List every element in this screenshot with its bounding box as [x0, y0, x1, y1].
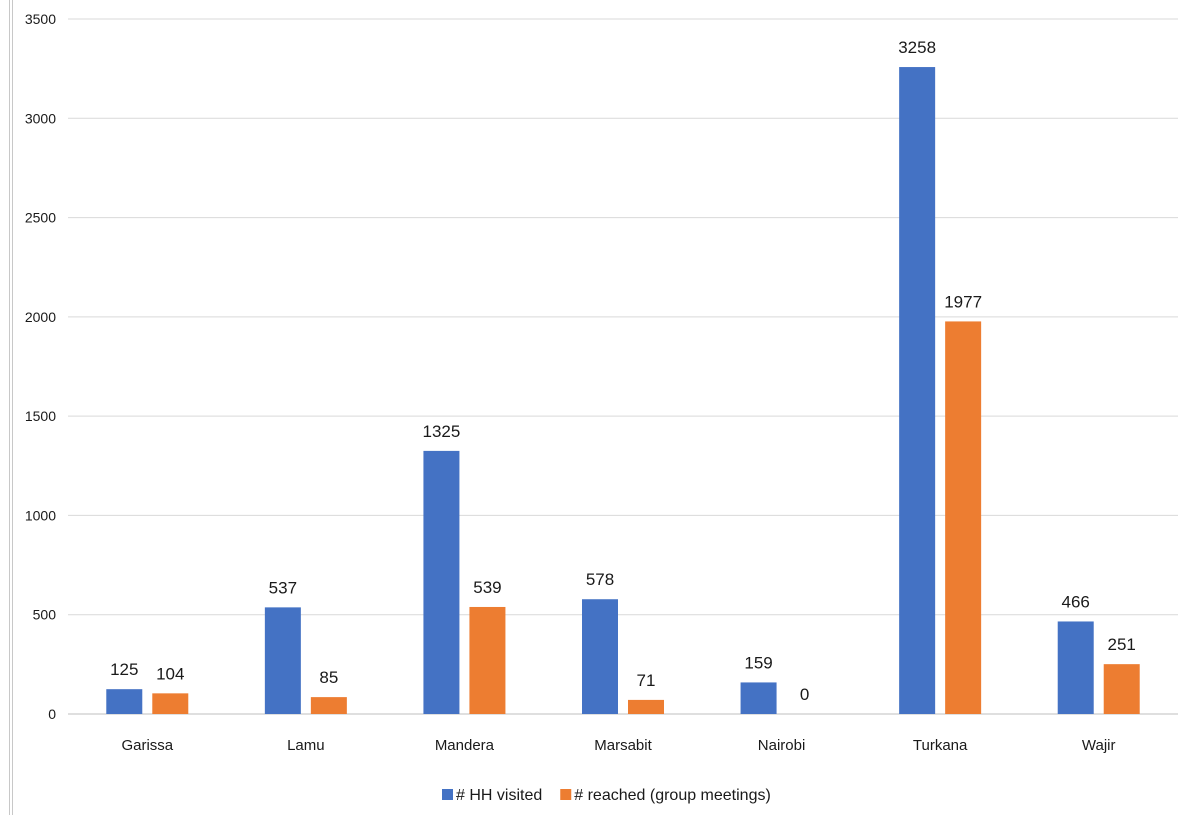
legend-swatch [442, 789, 453, 800]
data-label: 537 [269, 578, 297, 597]
bar [899, 67, 936, 715]
y-tick-label: 2500 [25, 210, 56, 226]
bar [628, 699, 664, 714]
x-category-label: Garissa [121, 737, 173, 754]
bars [106, 67, 1140, 715]
data-label: 466 [1062, 592, 1090, 611]
bar [264, 607, 301, 714]
bar [582, 599, 618, 714]
bar [152, 693, 189, 714]
bar [423, 450, 460, 714]
legend-label: # HH visited [456, 787, 542, 804]
x-category-label: Mandera [435, 737, 495, 754]
bar [469, 606, 506, 714]
bar [1103, 664, 1140, 714]
x-category-label: Lamu [287, 737, 325, 754]
y-tick-label: 500 [33, 607, 57, 623]
legend-label: # reached (group meetings) [574, 787, 771, 804]
legend-swatch [560, 789, 572, 800]
data-label: 1325 [423, 422, 461, 441]
x-category-label: Wajir [1082, 737, 1116, 754]
y-tick-label: 3000 [25, 110, 56, 126]
y-tick-label: 1500 [25, 408, 56, 424]
data-label: 539 [473, 578, 501, 597]
data-label: 578 [586, 570, 614, 589]
data-label: 125 [110, 660, 138, 679]
y-tick-label: 2000 [25, 309, 56, 325]
y-axis-ticks: 0 500 1000 1500 2000 2500 3000 3500 [25, 11, 56, 722]
data-label: 85 [319, 668, 338, 687]
chart-frame [9, 0, 13, 815]
data-label: 104 [156, 664, 184, 683]
x-category-label: Marsabit [594, 737, 652, 754]
x-axis-categories: Garissa Lamu Mandera Marsabit Nairobi Turkana… [121, 737, 1115, 754]
data-label: 71 [637, 671, 656, 690]
y-tick-label: 1000 [25, 507, 56, 523]
bar [945, 321, 982, 714]
data-labels: 125 104 537 85 1325 539 578 71 159 0 3258 1977 466 25… [110, 38, 1136, 704]
data-label: 159 [744, 653, 772, 672]
bar [310, 697, 347, 714]
y-tick-label: 3500 [25, 11, 56, 27]
bar [106, 689, 143, 714]
x-category-label: Turkana [913, 737, 968, 754]
data-label: 251 [1108, 635, 1136, 654]
data-label: 0 [800, 685, 809, 704]
y-tick-label: 0 [48, 706, 56, 722]
gridlines [68, 18, 1178, 715]
data-label: 3258 [898, 38, 936, 57]
x-category-label: Nairobi [758, 737, 806, 754]
data-label: 1977 [944, 292, 982, 311]
bar [1057, 621, 1094, 714]
bar [740, 682, 777, 714]
legend: # HH visited # reached (group meetings) [442, 787, 771, 804]
